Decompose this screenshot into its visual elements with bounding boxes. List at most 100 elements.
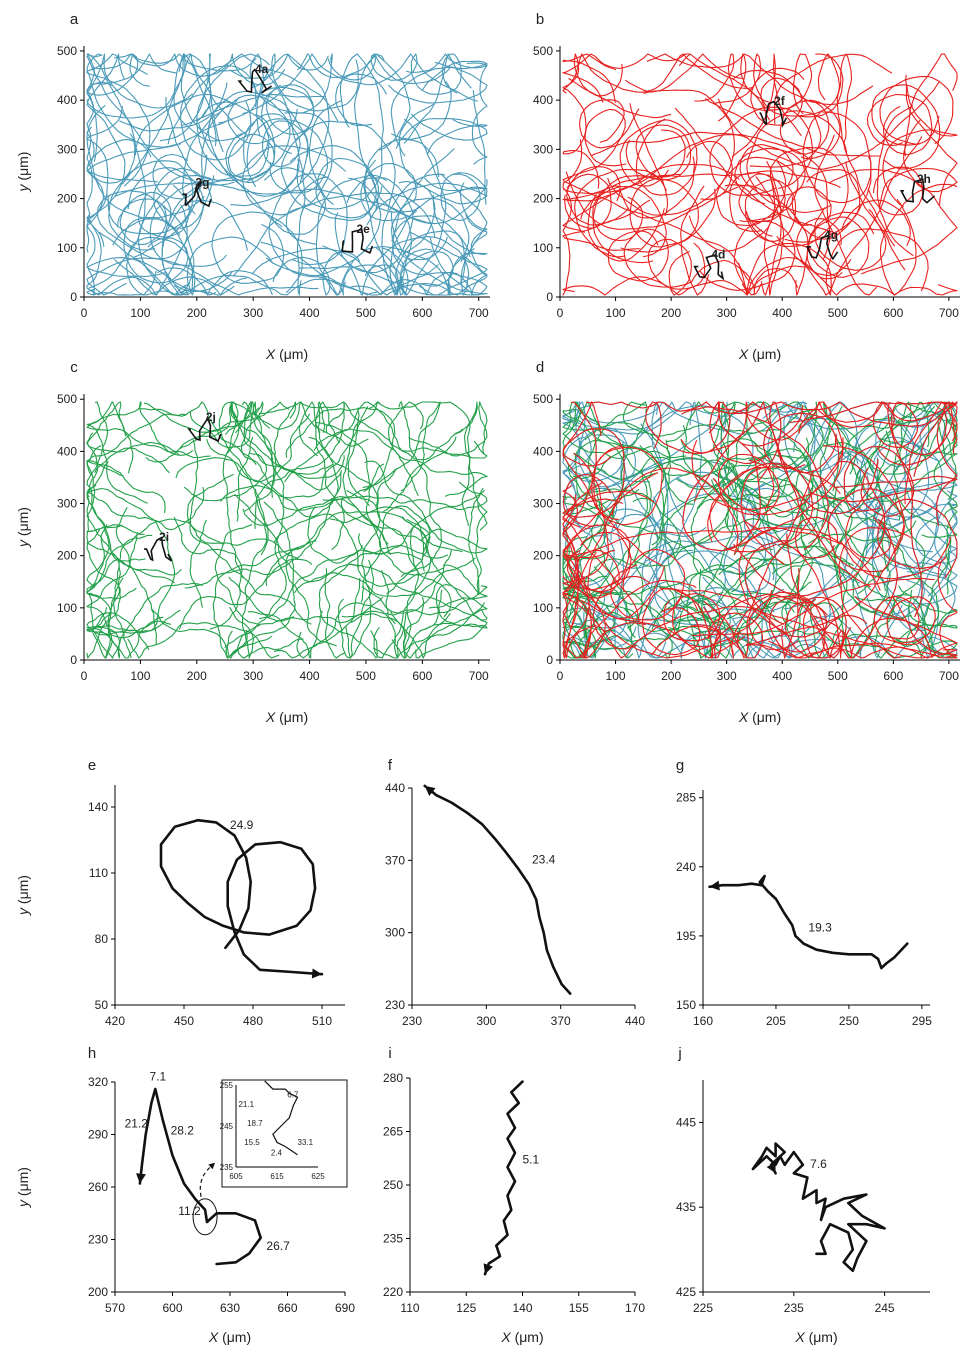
panel-d-track <box>884 501 958 584</box>
panel-d-track <box>740 466 841 566</box>
panel-b-track <box>694 53 813 115</box>
panel-c-track <box>86 445 121 658</box>
panel-a-track <box>392 215 466 284</box>
panel-a-track <box>86 288 217 296</box>
panel-d-track <box>877 498 958 579</box>
panel-j-x-tick-label: 235 <box>784 1301 804 1315</box>
panel-c-track <box>86 401 194 504</box>
panel-c-track <box>368 401 471 526</box>
panel-d-track <box>794 516 839 559</box>
panel-a-track <box>405 53 488 74</box>
panel-j-y-tick-label: 435 <box>676 1200 696 1214</box>
panel-a-y-tick-label: 500 <box>57 44 77 58</box>
panel-h-inset-x-tick-label: 615 <box>270 1172 284 1181</box>
panel-a-track <box>246 118 328 194</box>
panel-c-x-tick-label: 700 <box>469 669 489 683</box>
panel-d-track <box>691 433 840 510</box>
panel-b-track <box>562 170 841 202</box>
panel-c-track <box>115 507 158 646</box>
panel-d-track <box>724 401 844 551</box>
panel-d-track <box>757 401 879 515</box>
panel-c-track <box>86 461 205 531</box>
panel-a-track <box>426 119 488 156</box>
panel-d-track <box>622 451 652 629</box>
panel-d-track <box>712 437 844 516</box>
panel-a-track <box>232 192 436 277</box>
panel-d-track <box>562 506 604 659</box>
panel-a-track <box>178 53 217 147</box>
panel-a-track <box>308 100 342 206</box>
panel-a-track <box>134 154 208 258</box>
panel-d-track <box>892 401 912 521</box>
panel-a-y-title: y (μm) <box>15 152 31 193</box>
panel-d-track <box>585 401 763 414</box>
panel-c-track <box>387 401 488 497</box>
panel-c-track <box>467 487 484 595</box>
panel-c-track <box>234 401 275 498</box>
panel-f-y-tick-label: 230 <box>385 998 405 1012</box>
panel-d-track <box>562 490 655 528</box>
panel-b-y-tick-label: 500 <box>533 44 553 58</box>
panel-h-inset-y-tick-label: 255 <box>220 1081 234 1090</box>
panel-c-y-tick-label: 200 <box>57 549 77 563</box>
panel-c-track <box>86 484 121 659</box>
panel-f-y-tick-label: 440 <box>385 781 405 795</box>
panel-b-track <box>562 139 583 296</box>
panel-h-speed-label: 26.7 <box>266 1239 290 1253</box>
panel-c-track <box>189 519 207 608</box>
panel-c-x-tick-label: 0 <box>81 669 88 683</box>
panel-d-track <box>786 516 898 659</box>
panel-h-arrowhead <box>136 1173 146 1184</box>
panel-i-x-tick-label: 125 <box>456 1301 476 1315</box>
panel-f-x-tick-label: 300 <box>476 1014 496 1028</box>
panel-c-track <box>475 501 488 595</box>
panel-b-track <box>562 53 753 94</box>
panel-b-track <box>879 183 958 296</box>
panel-e-speed-label: 24.9 <box>230 818 254 832</box>
panel-d-track <box>692 591 826 659</box>
panel-b-track <box>562 199 651 251</box>
panel-d-track <box>627 518 804 567</box>
panel-e-trajectory <box>159 818 324 976</box>
panel-a-tracks <box>86 53 488 296</box>
panel-a-track <box>149 178 227 267</box>
panel-c-track <box>86 401 180 474</box>
panel-b-annotation: 2h <box>917 172 931 186</box>
panel-h-x-tick-label: 630 <box>220 1301 240 1315</box>
panel-c-track <box>86 524 203 659</box>
panel-a-track <box>230 53 330 207</box>
panel-b-track <box>562 265 806 296</box>
panel-f-axes: 230 300 370 440 230 300 370 440 <box>385 781 645 1028</box>
panel-a-highlight-track <box>237 68 273 94</box>
panel-b-track <box>785 186 832 226</box>
panel-a-track <box>107 160 194 251</box>
panel-f-speed-label: 23.4 <box>532 852 556 866</box>
panel-c-track <box>86 432 182 576</box>
panel-c-track <box>259 549 422 620</box>
panel-d-track <box>745 445 905 645</box>
panel-c-track <box>364 460 488 554</box>
panel-a-track <box>112 218 194 296</box>
panel-h-y-tick-label: 320 <box>88 1075 108 1089</box>
panel-c-x-tick-label: 300 <box>243 669 263 683</box>
panel-d-track <box>691 562 861 637</box>
panel-c-track <box>307 506 363 564</box>
panel-d-axes: 0 100 200 300 400 500 600 700 0 100 200 300 400 500 <box>533 392 960 683</box>
panel-a-highlight-path <box>237 68 273 94</box>
panel-e-y-tick-label: 80 <box>95 932 109 946</box>
panel-c-track <box>189 439 312 625</box>
panel-j-axes: 225 235 245 425 435 445 <box>676 1080 930 1315</box>
panel-d-x-title: X (μm) <box>738 709 781 725</box>
panel-g-x-tick-label: 295 <box>912 1014 932 1028</box>
panel-d-track <box>682 442 761 552</box>
panel-j-y-tick-label: 445 <box>676 1115 696 1129</box>
panel-c-track <box>186 473 299 560</box>
panel-b-x-tick-label: 100 <box>606 306 626 320</box>
panel-d-track <box>611 467 739 556</box>
panel-h-inset-speed-label: 6.7 <box>287 1090 299 1099</box>
panel-d-track <box>796 568 818 659</box>
panel-c-track <box>244 401 297 512</box>
panel-c-letter: c <box>70 359 78 376</box>
panel-d-track <box>763 412 837 474</box>
panel-a-annotation: 2g <box>195 175 209 189</box>
